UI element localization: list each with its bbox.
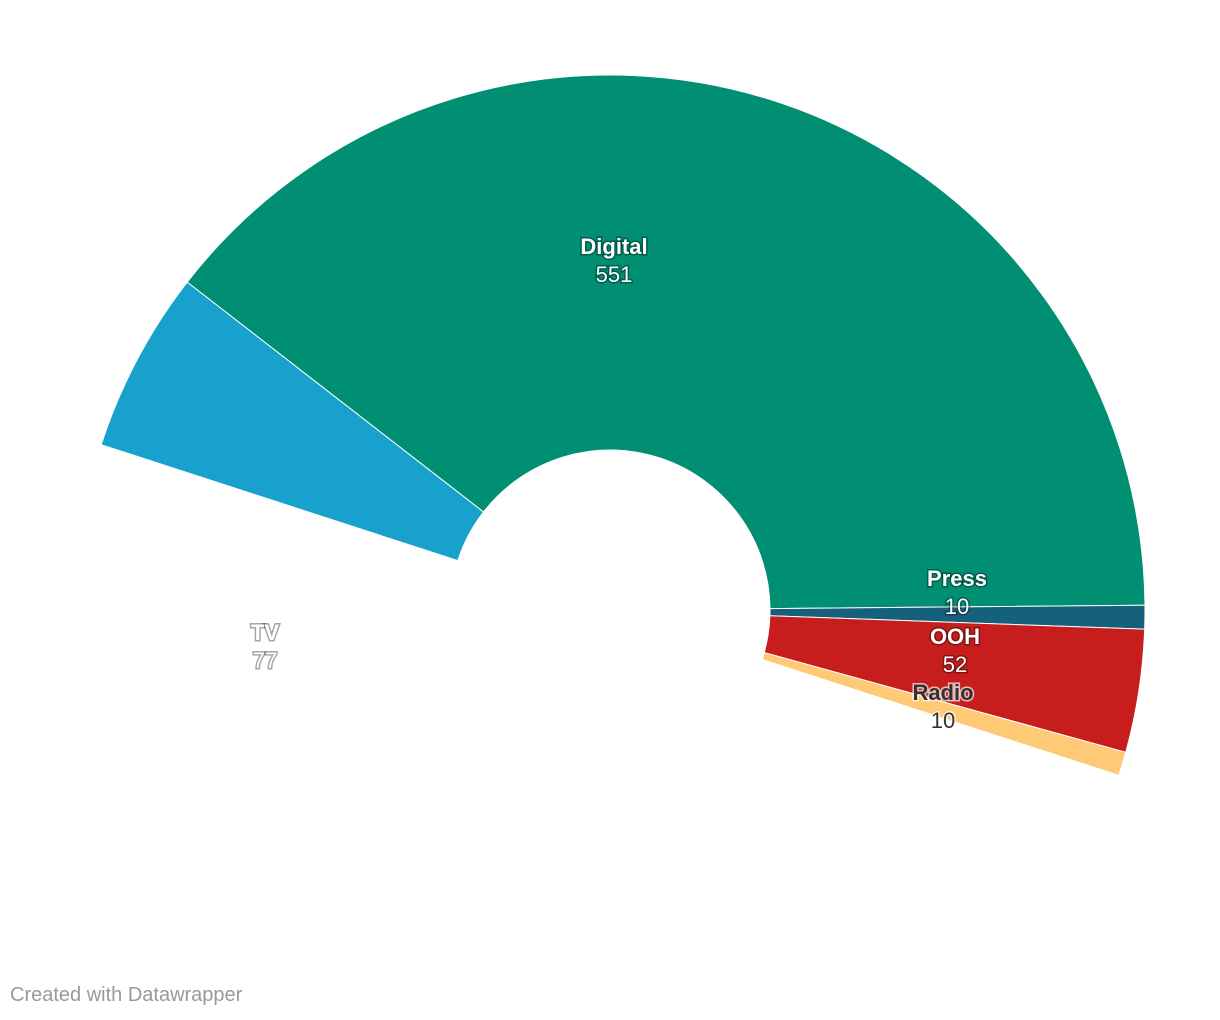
slice-value-ooh: 52 [943,652,967,677]
slice-digital [186,74,1146,610]
slice-value-press: 10 [945,594,969,619]
slice-label-radio: Radio [912,680,973,705]
slice-radio [761,651,1127,776]
slice-value-digital: 551 [596,262,633,287]
slice-label-ooh: OOH [930,624,980,649]
slice-label-tv: TV [251,620,279,645]
slice-label-press: Press [927,566,987,591]
credit-text: Created with Datawrapper [10,984,243,1006]
slice-value-radio: 10 [931,708,955,733]
slice-label-digital: Digital [580,234,647,259]
slice-value-tv: 77 [253,648,277,673]
